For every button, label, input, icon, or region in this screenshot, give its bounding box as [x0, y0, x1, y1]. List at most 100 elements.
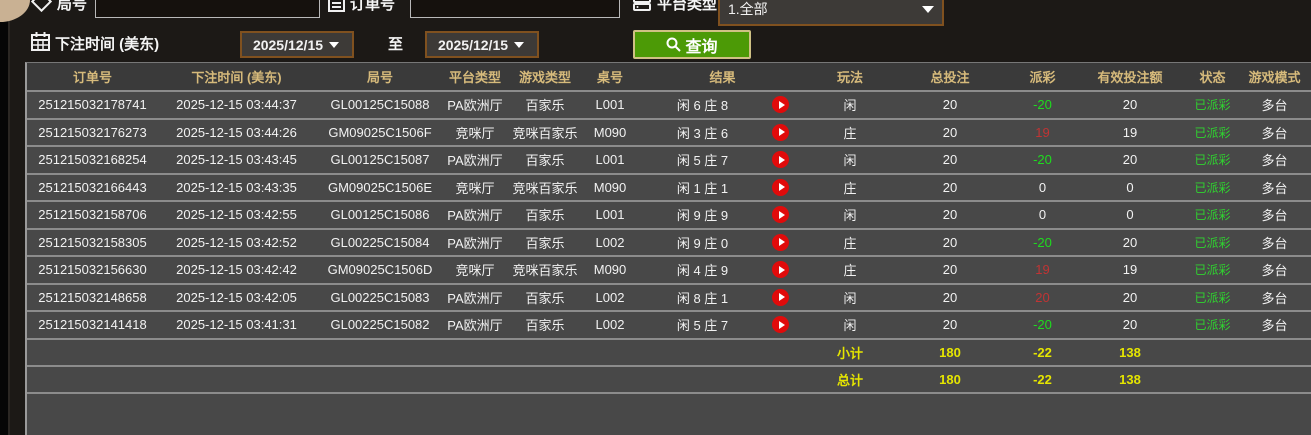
cell-payout: 0	[1038, 207, 1047, 223]
cell-table-no: L001	[595, 207, 625, 223]
cell-order-no: 251215032158706	[38, 207, 147, 223]
cell-game-type: 竞咪百家乐	[512, 180, 578, 196]
diamond-icon	[30, 0, 53, 13]
header-status: 状态	[1199, 70, 1226, 85]
cell-payout: -20	[1033, 97, 1052, 113]
cell-total-bet: 20	[942, 97, 958, 113]
results-table: 订单号 下注时间 (美东) 局号 平台类型 游戏类型 桌号 结果 玩法 总投注 …	[25, 62, 1311, 435]
order-no-label: 订单号	[350, 0, 396, 13]
cell-game-mode: 多台	[1261, 180, 1288, 196]
cell-table-no: M090	[593, 124, 627, 140]
cell-result: 闲 4 庄 9	[635, 257, 810, 283]
cell-round-no: GM09025C1506F	[328, 124, 432, 140]
cell-bet-time: 2025-12-15 03:42:55	[176, 207, 297, 223]
cell-round-no: GM09025C1506D	[327, 262, 433, 278]
cell-round-no: GM09025C1506E	[327, 179, 433, 195]
header-round-no: 局号	[366, 70, 393, 85]
cell-round-no: GL00225C15084	[330, 234, 430, 250]
cell-table-no: M090	[593, 179, 627, 195]
result-text: 闲 9 庄 9	[676, 208, 729, 224]
cell-status: 已派彩	[1194, 208, 1231, 223]
cell-bet-time: 2025-12-15 03:44:37	[176, 97, 297, 113]
cell-bet-time: 2025-12-15 03:43:35	[176, 179, 297, 195]
table-row: 251215032158706 2025-12-15 03:42:55 GL00…	[27, 202, 1311, 230]
cell-bet-time: 2025-12-15 03:42:52	[176, 234, 297, 250]
play-icon[interactable]	[772, 151, 789, 169]
cell-valid-bet: 0	[1126, 207, 1134, 223]
cell-game-type: 百家乐	[525, 98, 565, 114]
play-icon[interactable]	[772, 316, 789, 334]
cell-valid-bet: 0	[1126, 179, 1134, 195]
cell-table-no: L002	[595, 289, 625, 305]
header-platform-type: 平台类型	[448, 70, 501, 85]
chevron-down-icon	[514, 41, 525, 48]
cell-table-no: L001	[595, 97, 625, 113]
table-header-row: 订单号 下注时间 (美东) 局号 平台类型 游戏类型 桌号 结果 玩法 总投注 …	[27, 63, 1311, 92]
query-button[interactable]: 查询	[633, 30, 751, 59]
date-from-value: 2025/12/15	[252, 36, 324, 53]
cell-game-mode: 多台	[1261, 318, 1288, 334]
cell-status: 已派彩	[1194, 125, 1231, 140]
cell-result: 闲 5 庄 7	[635, 312, 810, 338]
result-text: 闲 6 庄 8	[676, 98, 729, 114]
cell-total-bet: 20	[942, 207, 958, 223]
cell-platform-type: 竞咪厅	[455, 125, 495, 141]
result-text: 闲 5 庄 7	[676, 318, 729, 334]
bet-time-label: 下注时间 (美东)	[55, 36, 160, 53]
cell-order-no: 251215032141418	[38, 317, 147, 333]
table-row: 251215032176273 2025-12-15 03:44:26 GM09…	[27, 119, 1311, 147]
play-icon[interactable]	[772, 206, 789, 224]
cell-total-bet: 20	[942, 152, 958, 168]
result-text: 闲 8 庄 1	[676, 290, 729, 306]
cell-round-no: GL00125C15087	[330, 152, 430, 168]
play-icon[interactable]	[772, 96, 789, 114]
date-to-select[interactable]: 2025/12/15	[425, 31, 539, 58]
cell-play-type: 闲	[843, 98, 857, 114]
cell-table-no: L001	[595, 152, 625, 168]
cell-valid-bet: 20	[1122, 317, 1138, 333]
cell-order-no: 251215032168254	[38, 152, 147, 168]
cell-platform-type: PA欧洲厅	[447, 318, 503, 334]
header-game-mode: 游戏模式	[1248, 70, 1301, 85]
cell-bet-time: 2025-12-15 03:43:45	[176, 152, 297, 168]
cell-total-bet: 20	[942, 234, 958, 250]
cell-platform-type: PA欧洲厅	[447, 290, 503, 306]
date-from-select[interactable]: 2025/12/15	[240, 31, 354, 58]
cell-play-type: 闲	[843, 318, 857, 334]
cell-order-no: 251215032178741	[38, 97, 147, 113]
platform-type-value: 1.全部	[728, 1, 768, 17]
platform-type-select[interactable]: 1.全部	[718, 0, 944, 26]
game-no-input[interactable]	[95, 0, 320, 18]
play-icon[interactable]	[772, 288, 789, 306]
cell-play-type: 庄	[843, 180, 857, 196]
cell-game-type: 竞咪百家乐	[512, 125, 578, 141]
table-row: 251215032158305 2025-12-15 03:42:52 GL00…	[27, 229, 1311, 257]
cell-play-type: 庄	[843, 263, 857, 279]
cell-play-type: 闲	[843, 208, 857, 224]
subtotal-valid-bet: 138	[1119, 344, 1141, 360]
subtotal-payout: -22	[1033, 344, 1052, 360]
cell-game-type: 百家乐	[525, 318, 565, 334]
cell-payout: 19	[1035, 124, 1050, 140]
layers-icon	[633, 0, 651, 11]
cell-platform-type: PA欧洲厅	[447, 208, 503, 224]
subtotal-label: 小计	[836, 345, 863, 361]
cell-result: 闲 5 庄 7	[635, 147, 810, 173]
cell-valid-bet: 19	[1122, 124, 1138, 140]
cell-order-no: 251215032158305	[38, 234, 147, 250]
play-icon[interactable]	[772, 261, 789, 279]
play-icon[interactable]	[772, 233, 789, 251]
cell-result: 闲 9 庄 0	[635, 230, 810, 256]
cell-status: 已派彩	[1194, 180, 1231, 195]
play-icon[interactable]	[772, 123, 789, 141]
cell-status: 已派彩	[1194, 263, 1231, 278]
cell-result: 闲 6 庄 8	[635, 92, 810, 118]
cell-status: 已派彩	[1194, 153, 1231, 168]
cell-round-no: GL00225C15083	[330, 289, 430, 305]
order-no-input[interactable]	[410, 0, 620, 18]
cell-result: 闲 3 庄 6	[635, 120, 810, 146]
cell-status: 已派彩	[1194, 318, 1231, 333]
cell-valid-bet: 20	[1122, 234, 1138, 250]
cell-platform-type: PA欧洲厅	[447, 235, 503, 251]
play-icon[interactable]	[772, 178, 789, 196]
